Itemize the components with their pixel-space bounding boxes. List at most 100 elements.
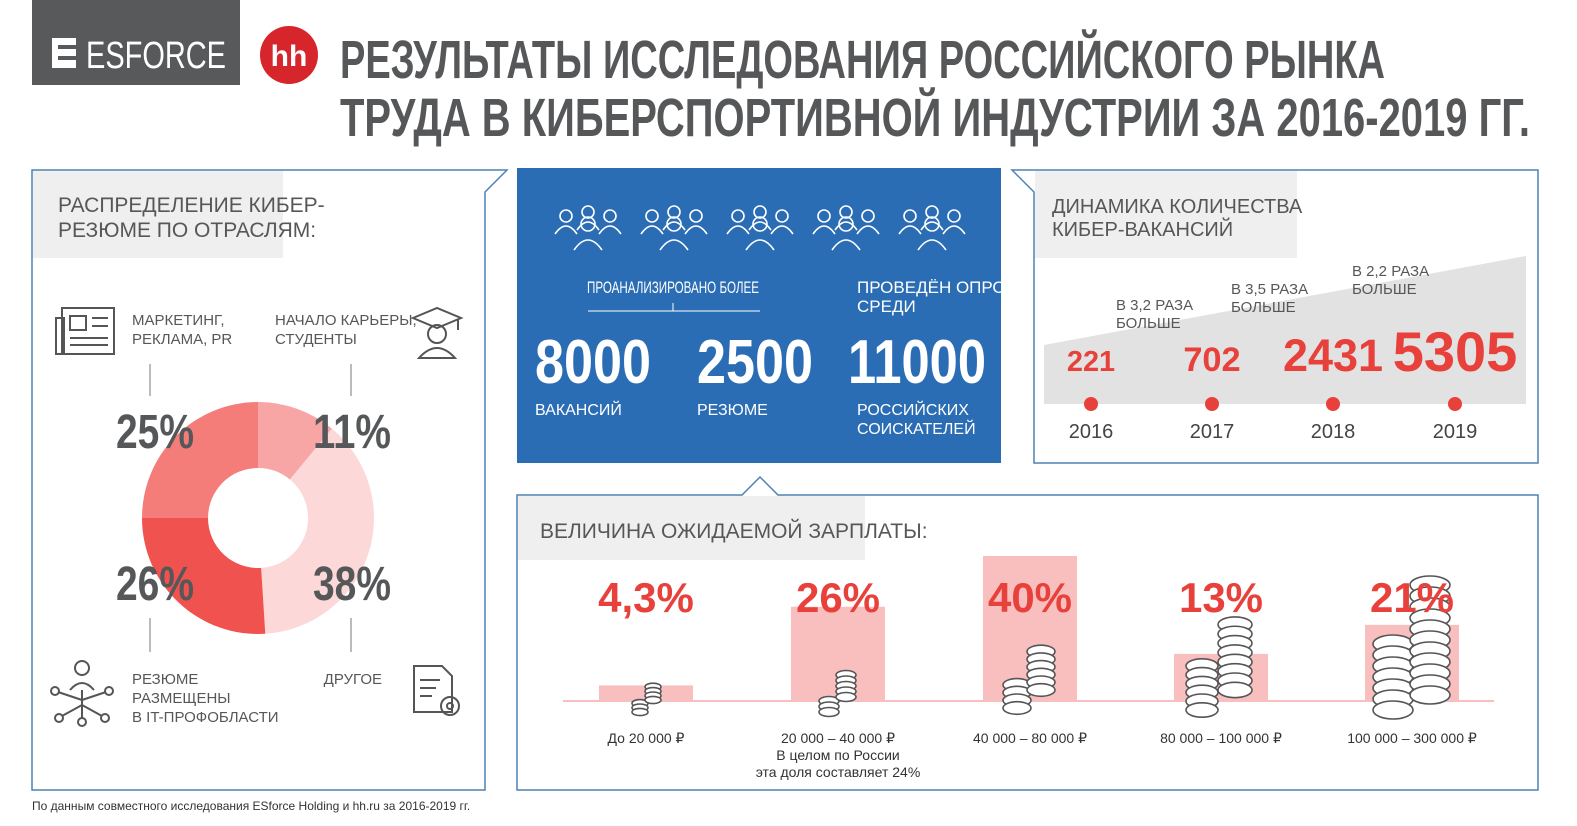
pie-slice — [261, 428, 375, 634]
x-tick-label: До 20 000 ₽ — [608, 730, 685, 746]
summary-label: ПРОАНАЛИЗИРОВАНО БОЛЕЕ — [587, 278, 759, 297]
data-dot — [1205, 397, 1219, 411]
growth-wedge — [1044, 256, 1526, 404]
pie-slice — [258, 402, 332, 480]
category-label: РЕЗЮМЕ — [132, 671, 198, 688]
people-icon — [640, 205, 708, 251]
x-tick-label: 40 000 – 80 000 ₽ — [973, 730, 1087, 746]
stat-value: 8000 — [535, 328, 651, 397]
stat-label: ВАКАНСИЙ — [535, 400, 622, 419]
value-label: 4,3% — [598, 574, 694, 621]
stat-value: 11000 — [848, 328, 986, 397]
chart-title: ДИНАМИКА КОЛИЧЕСТВА — [1052, 196, 1303, 218]
person-body — [831, 239, 861, 251]
category-label: ДРУГОЕ — [324, 671, 382, 688]
category-label: В IT-ПРОФОБЛАСТИ — [132, 709, 279, 726]
logo-icon — [52, 38, 76, 68]
category-label: РЕКЛАМА, PR — [132, 331, 232, 348]
stat-label: СОИСКАТЕЛЕЙ — [857, 419, 976, 438]
panel-tab — [33, 171, 283, 258]
person-head — [947, 209, 961, 223]
person-head — [689, 209, 703, 223]
value-label: 26% — [796, 574, 880, 621]
chart-title: ВЕЛИЧИНА ОЖИДАЕМОЙ ЗАРПЛАТЫ: — [540, 519, 928, 543]
coin — [818, 706, 840, 718]
person-head — [775, 209, 789, 223]
annotation: БОЛЬШЕ — [1231, 299, 1296, 316]
pie-slice — [142, 402, 258, 518]
person-body — [573, 239, 603, 251]
person-body — [898, 225, 922, 235]
person-head — [603, 209, 617, 223]
person-head — [924, 216, 940, 232]
value-label: 702 — [1183, 341, 1240, 379]
note: В целом по России — [776, 747, 899, 763]
panel-tab — [518, 496, 865, 560]
x-tick-label: 80 000 – 100 000 ₽ — [1160, 730, 1282, 746]
person-head — [925, 205, 939, 219]
person-body — [812, 225, 836, 235]
person-head — [667, 205, 681, 219]
graduate-icon — [410, 306, 464, 359]
person-body — [554, 225, 578, 235]
coin — [1372, 700, 1414, 720]
newspaper-icon — [55, 307, 115, 355]
category-label: СТУДЕНТЫ — [275, 331, 357, 348]
summary-label: СРЕДИ — [857, 297, 916, 316]
person-body — [640, 225, 664, 235]
chart-title: КИБЕР-ВАКАНСИЙ — [1052, 217, 1233, 241]
value-label: 25% — [116, 406, 194, 459]
x-tick-label: 100 000 – 300 000 ₽ — [1347, 730, 1477, 746]
value-label: 11% — [313, 406, 391, 459]
person-head — [753, 205, 767, 219]
data-dot — [1448, 397, 1462, 411]
person-head — [903, 209, 917, 223]
person-body — [684, 225, 708, 235]
value-label: 2431 — [1283, 330, 1383, 381]
value-label: 40% — [988, 574, 1072, 621]
x-tick-label: 2018 — [1311, 421, 1356, 443]
person-head — [559, 209, 573, 223]
document-icon — [413, 665, 460, 716]
person-body — [576, 221, 600, 231]
chart-title: РАСПРЕДЕЛЕНИЕ КИБЕР- — [58, 194, 325, 217]
page-title: ТРУДА В КИБЕРСПОРТИВНОЙ ИНДУСТРИИ ЗА 201… — [340, 87, 1530, 148]
person-head — [666, 216, 682, 232]
person-body — [942, 225, 966, 235]
person-head — [645, 209, 659, 223]
stat-value: 2500 — [697, 328, 813, 397]
person-body — [745, 239, 775, 251]
data-dot — [1084, 397, 1098, 411]
panel-border — [1010, 169, 1539, 464]
panel-border — [516, 475, 1539, 791]
person-body — [598, 225, 622, 235]
person-body — [659, 239, 689, 251]
person-head — [817, 209, 831, 223]
x-tick-label: 2019 — [1433, 421, 1478, 443]
person-body — [856, 225, 880, 235]
pie-slice — [142, 518, 266, 634]
coin — [1217, 681, 1253, 699]
person-body — [920, 221, 944, 231]
logo-text: ESFORCE — [86, 35, 226, 77]
person-body — [662, 221, 686, 231]
annotation: БОЛЬШЕ — [1116, 315, 1181, 332]
person-head — [580, 216, 596, 232]
person-head — [861, 209, 875, 223]
summary-label: ПРОВЕДЁН ОПРОС — [857, 278, 1018, 297]
page-title: РЕЗУЛЬТАТЫ ИССЛЕДОВАНИЯ РОССИЙСКОГО РЫНК… — [340, 29, 1385, 90]
person-body — [726, 225, 750, 235]
coin — [1002, 700, 1032, 716]
person-body — [770, 225, 794, 235]
x-tick-label: 20 000 – 40 000 ₽ — [781, 730, 895, 746]
annotation: В 2,2 РАЗА — [1352, 263, 1429, 280]
annotation: В 3,5 РАЗА — [1231, 281, 1308, 298]
badge-text: hh — [271, 40, 308, 73]
chart-title: РЕЗЮМЕ ПО ОТРАСЛЯМ: — [58, 219, 316, 242]
coin — [835, 691, 857, 703]
person-head — [581, 205, 595, 219]
footnote: По данным совместного исследования ESfor… — [32, 799, 470, 813]
coin — [1185, 701, 1219, 718]
coin — [1026, 682, 1056, 698]
